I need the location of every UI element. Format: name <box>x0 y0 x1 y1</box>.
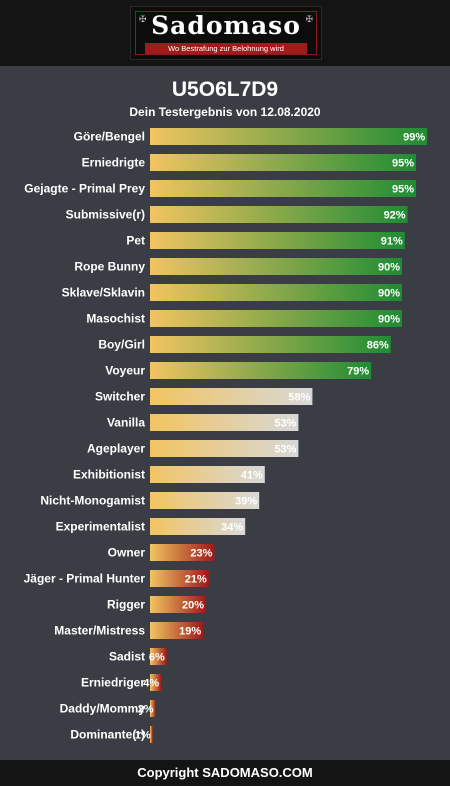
value-label: 90% <box>378 262 400 274</box>
result-bar <box>150 570 209 587</box>
category-label: Vanilla <box>107 416 145 430</box>
result-bar <box>150 596 206 613</box>
value-label: 19% <box>179 626 201 638</box>
value-label: 41% <box>241 470 263 482</box>
category-label: Owner <box>108 546 146 560</box>
value-label: 34% <box>221 522 243 534</box>
site-footer: Copyright SADOMASO.COM <box>0 760 450 786</box>
result-bar <box>150 388 313 405</box>
value-label: 53% <box>274 444 296 456</box>
value-label: 95% <box>392 158 414 170</box>
category-label: Daddy/Mommy <box>60 702 146 716</box>
category-label: Rope Bunny <box>74 260 145 274</box>
logo-tagline: Wo Bestrafung zur Belohnung wird <box>145 43 307 54</box>
category-label: Experimentalist <box>56 520 145 534</box>
site-logo[interactable]: ✠ ✠ Sadomaso Wo Bestrafung zur Belohnung… <box>130 6 322 60</box>
logo-ornament-left-icon: ✠ <box>139 14 147 24</box>
result-subtitle: Dein Testergebnis von 12.08.2020 <box>129 105 321 119</box>
category-label: Erniedriger <box>81 676 145 690</box>
result-bar <box>150 154 416 171</box>
value-label: 20% <box>182 600 204 612</box>
result-bar <box>150 258 402 275</box>
value-label: 4% <box>143 678 159 690</box>
category-label: Voyeur <box>105 364 145 378</box>
result-bar <box>150 128 428 145</box>
result-bar <box>150 362 372 379</box>
result-bar <box>150 180 416 197</box>
result-bar <box>150 700 156 717</box>
category-label: Erniedrigte <box>82 156 146 170</box>
category-label: Sadist <box>109 650 145 664</box>
category-label: Sklave/Sklavin <box>62 286 145 300</box>
category-label: Göre/Bengel <box>74 130 145 144</box>
logo-frame <box>135 11 317 55</box>
value-label: 92% <box>384 210 406 222</box>
value-label: 39% <box>235 496 257 508</box>
value-label: 1% <box>135 730 151 742</box>
result-bar <box>150 284 402 301</box>
result-title: U5O6L7D9 <box>171 78 279 101</box>
value-label: 21% <box>185 574 207 586</box>
category-label: Dominante(r) <box>70 728 145 742</box>
category-label: Submissive(r) <box>66 208 145 222</box>
value-label: 58% <box>288 392 310 404</box>
category-label: Gejagte - Primal Prey <box>24 182 145 196</box>
category-label: Master/Mistress <box>54 624 145 638</box>
category-label: Pet <box>126 234 145 248</box>
value-label: 95% <box>392 184 414 196</box>
category-label: Nicht-Monogamist <box>40 494 145 508</box>
category-label: Masochist <box>86 312 145 326</box>
value-label: 90% <box>378 288 400 300</box>
value-label: 53% <box>274 418 296 430</box>
category-label: Boy/Girl <box>98 338 145 352</box>
value-label: 99% <box>403 132 425 144</box>
result-bar <box>150 648 167 665</box>
result-bar <box>150 726 153 743</box>
result-bar <box>150 466 265 483</box>
copyright-text: Copyright SADOMASO.COM <box>137 765 313 780</box>
value-label: 90% <box>378 314 400 326</box>
value-label: 79% <box>347 366 369 378</box>
logo-text: Sadomaso <box>151 11 301 40</box>
category-label: Ageplayer <box>87 442 145 456</box>
result-bar <box>150 336 391 353</box>
result-bar <box>150 206 408 223</box>
value-label: 23% <box>190 548 212 560</box>
category-label: Exhibitionist <box>73 468 145 482</box>
category-label: Jäger - Primal Hunter <box>24 572 146 586</box>
result-bar <box>150 232 405 249</box>
result-bar <box>150 674 162 691</box>
value-label: 6% <box>149 652 165 664</box>
result-bar <box>150 414 299 431</box>
value-label: 2% <box>138 704 154 716</box>
category-label: Rigger <box>107 598 145 612</box>
site-header: ✠ ✠ Sadomaso Wo Bestrafung zur Belohnung… <box>0 0 450 66</box>
value-label: 86% <box>367 340 389 352</box>
result-bar <box>150 622 204 639</box>
result-bar <box>150 518 246 535</box>
result-bar <box>150 310 402 327</box>
logo-ornament-right-icon: ✠ <box>305 14 313 24</box>
value-label: 91% <box>381 236 403 248</box>
result-bar <box>150 492 260 509</box>
category-label: Switcher <box>95 390 145 404</box>
result-bar <box>150 544 215 561</box>
result-bar <box>150 440 299 457</box>
